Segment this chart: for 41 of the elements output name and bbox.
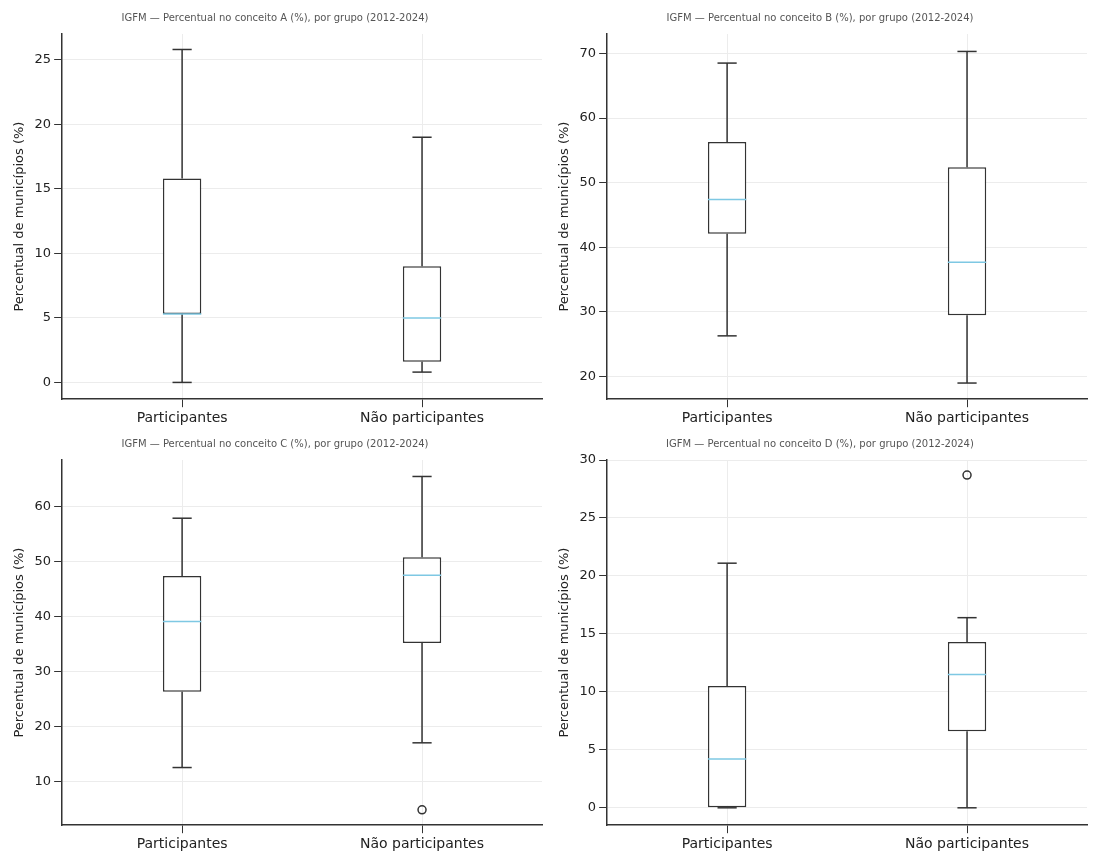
y-tick-label: 40 — [579, 238, 597, 254]
y-axis-title: Percentual de municípios (%) — [11, 547, 27, 738]
x-tick-label: Não participantes — [905, 409, 1030, 426]
y-tick-label: 60 — [579, 109, 597, 125]
y-tick-label: 20 — [579, 367, 597, 383]
y-tick-label: 0 — [587, 799, 597, 815]
y-axis-title: Percentual de municípios (%) — [556, 121, 572, 312]
chart-title: IGFM — Percentual no conceito A (%), por grupo (2012-2024) — [121, 11, 429, 23]
y-tick-label: 25 — [579, 509, 597, 525]
y-tick-label: 40 — [34, 607, 52, 623]
y-tick-label: 25 — [34, 51, 52, 67]
x-tick-label: Participantes — [136, 409, 228, 426]
x-tick-label: Não participantes — [905, 835, 1030, 852]
y-tick-label: 5 — [587, 741, 597, 757]
y-tick-label: 10 — [34, 244, 52, 260]
y-axis-title: Percentual de municípios (%) — [11, 121, 27, 312]
y-tick-label: 30 — [579, 451, 597, 467]
x-tick-label: Participantes — [681, 409, 773, 426]
y-tick-label: 60 — [34, 498, 52, 514]
y-tick-label: 20 — [34, 717, 52, 733]
y-tick-label: 30 — [34, 662, 52, 678]
y-tick-label: 0 — [42, 373, 52, 389]
y-tick-label: 70 — [579, 44, 597, 60]
chart-title: IGFM — Percentual no conceito B (%), por grupo (2012-2024) — [666, 11, 974, 23]
chart-title: IGFM — Percentual no conceito C (%), por grupo (2012-2024) — [121, 437, 429, 449]
y-tick-label: 20 — [579, 567, 597, 583]
chart-title: IGFM — Percentual no conceito D (%), por grupo (2012-2024) — [666, 437, 974, 449]
x-tick-label: Participantes — [681, 835, 773, 852]
x-tick-label: Não participantes — [360, 835, 485, 852]
y-tick-label: 15 — [34, 180, 52, 196]
x-tick-label: Não participantes — [360, 409, 485, 426]
y-tick-label: 10 — [579, 683, 597, 699]
y-tick-label: 20 — [34, 115, 52, 131]
y-tick-label: 10 — [34, 772, 52, 788]
x-tick-label: Participantes — [136, 835, 228, 852]
y-tick-label: 50 — [579, 174, 597, 190]
y-tick-label: 5 — [42, 309, 52, 325]
y-tick-label: 50 — [34, 552, 52, 568]
y-axis-title: Percentual de municípios (%) — [556, 547, 572, 738]
y-tick-label: 30 — [579, 303, 597, 319]
y-tick-label: 15 — [579, 625, 597, 641]
